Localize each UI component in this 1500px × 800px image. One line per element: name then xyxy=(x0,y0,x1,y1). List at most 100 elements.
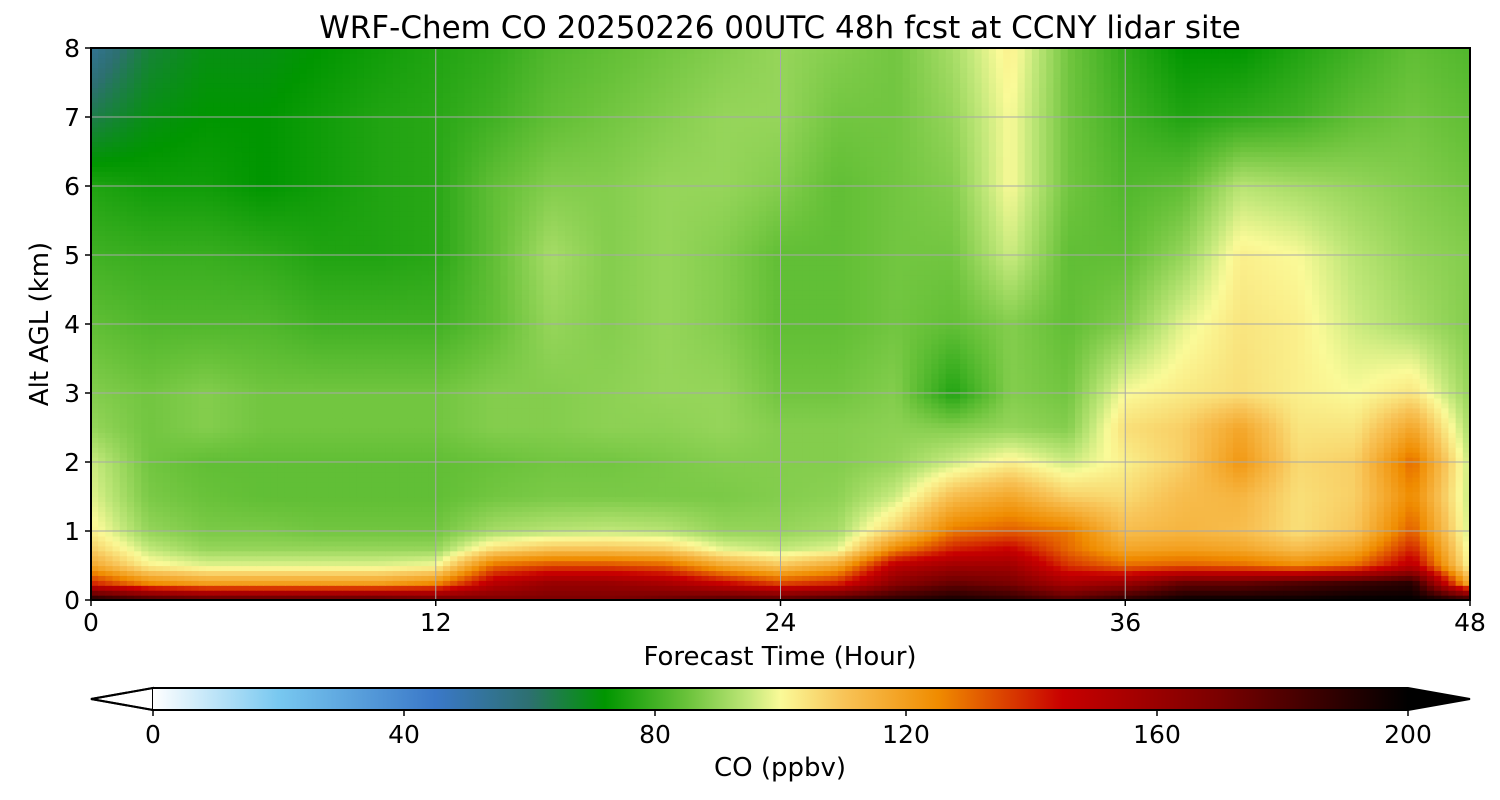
co-field-cell xyxy=(651,595,659,600)
co-field-cell xyxy=(399,535,408,542)
co-field-cell xyxy=(241,516,250,522)
co-field-cell xyxy=(241,595,250,600)
co-field-cell xyxy=(1419,550,1428,557)
co-field-cell xyxy=(263,585,272,591)
co-field-cell xyxy=(1297,545,1306,552)
co-field-cell xyxy=(342,575,351,581)
co-field-cell xyxy=(708,481,717,488)
co-field-cell xyxy=(651,521,659,527)
co-field-cell xyxy=(155,481,164,488)
co-field-cell xyxy=(952,565,961,572)
co-field-cell xyxy=(550,590,559,596)
co-field-cell xyxy=(1412,550,1421,557)
co-field-cell xyxy=(220,535,229,542)
co-field-cell xyxy=(1434,496,1442,503)
co-field-cell xyxy=(1103,531,1112,537)
co-field-cell xyxy=(349,565,358,572)
co-field-cell xyxy=(105,580,114,586)
co-field-cell xyxy=(1103,590,1112,596)
co-field-cell xyxy=(1082,560,1090,567)
co-field-cell xyxy=(1118,595,1126,600)
co-field-cell xyxy=(1139,496,1148,503)
co-field-cell xyxy=(306,481,315,488)
co-field-cell xyxy=(507,496,516,503)
co-field-cell xyxy=(507,575,516,581)
co-field-cell xyxy=(170,516,178,522)
co-field-cell xyxy=(1182,516,1191,522)
co-field-cell xyxy=(995,501,1004,507)
co-field-cell xyxy=(974,496,983,503)
co-field-cell xyxy=(694,526,703,532)
co-field-cell xyxy=(105,595,114,600)
co-field-cell xyxy=(744,540,753,547)
co-field-cell xyxy=(356,501,365,507)
co-field-cell xyxy=(830,555,839,562)
co-field-cell xyxy=(306,501,315,507)
co-field-cell xyxy=(1139,560,1148,567)
co-field-cell xyxy=(1376,531,1385,537)
co-field-cell xyxy=(155,570,164,576)
co-field-cell xyxy=(1211,570,1220,576)
co-field-cell xyxy=(1462,570,1470,576)
co-field-cell xyxy=(1297,535,1306,542)
co-field-cell xyxy=(644,595,652,600)
co-field-cell xyxy=(1139,580,1148,586)
co-field-cell xyxy=(1197,565,1205,572)
co-field-cell xyxy=(737,585,746,591)
co-field-cell xyxy=(1132,506,1141,512)
co-field-cell xyxy=(837,481,846,488)
co-field-cell xyxy=(177,506,185,512)
co-field-cell xyxy=(155,545,164,552)
co-field-cell xyxy=(126,521,135,527)
co-field-cell xyxy=(902,570,911,576)
co-field-cell xyxy=(493,540,501,547)
co-field-cell xyxy=(1383,506,1392,512)
co-field-cell xyxy=(105,555,114,562)
co-field-cell xyxy=(1110,491,1119,498)
co-field-cell xyxy=(823,555,832,562)
co-field-cell xyxy=(701,481,710,488)
co-field-cell xyxy=(1204,486,1213,493)
co-field-cell xyxy=(263,575,272,581)
co-field-cell xyxy=(1146,501,1155,507)
co-field-cell xyxy=(1139,516,1148,522)
co-field-cell xyxy=(730,565,738,572)
co-field-cell xyxy=(1017,496,1026,503)
co-field-cell xyxy=(299,491,308,498)
co-field-cell xyxy=(1254,526,1263,532)
co-field-cell xyxy=(780,531,789,537)
co-field-cell xyxy=(794,491,803,498)
co-field-cell xyxy=(1319,580,1327,586)
co-field-cell xyxy=(974,545,983,552)
co-field-cell xyxy=(119,550,128,557)
co-field-cell xyxy=(1132,545,1141,552)
co-field-cell xyxy=(672,526,681,532)
co-field-cell xyxy=(363,491,372,498)
co-field-cell xyxy=(644,486,652,493)
co-field-cell xyxy=(442,595,451,600)
co-field-cell xyxy=(1031,545,1040,552)
co-field-cell xyxy=(938,550,947,557)
co-field-cell xyxy=(924,535,932,542)
co-field-cell xyxy=(155,540,164,547)
co-field-cell xyxy=(1110,580,1119,586)
co-field-cell xyxy=(1290,476,1299,483)
co-field-cell xyxy=(371,590,379,596)
co-field-cell xyxy=(1168,496,1177,503)
co-field-cell xyxy=(1046,526,1055,532)
co-field-cell xyxy=(1347,491,1356,498)
co-field-cell xyxy=(1376,476,1385,483)
co-field-cell xyxy=(888,560,897,567)
co-field-cell xyxy=(1376,511,1385,517)
co-field-cell xyxy=(658,511,667,517)
co-field-cell xyxy=(866,595,875,600)
co-field-cell xyxy=(565,585,573,591)
co-field-cell xyxy=(1405,476,1414,483)
co-field-cell xyxy=(529,535,537,542)
co-field-cell xyxy=(924,550,932,557)
co-field-cell xyxy=(715,550,724,557)
co-field-cell xyxy=(1311,595,1320,600)
co-field-cell xyxy=(615,590,624,596)
co-field-cell xyxy=(888,590,897,596)
co-field-cell xyxy=(881,481,889,488)
